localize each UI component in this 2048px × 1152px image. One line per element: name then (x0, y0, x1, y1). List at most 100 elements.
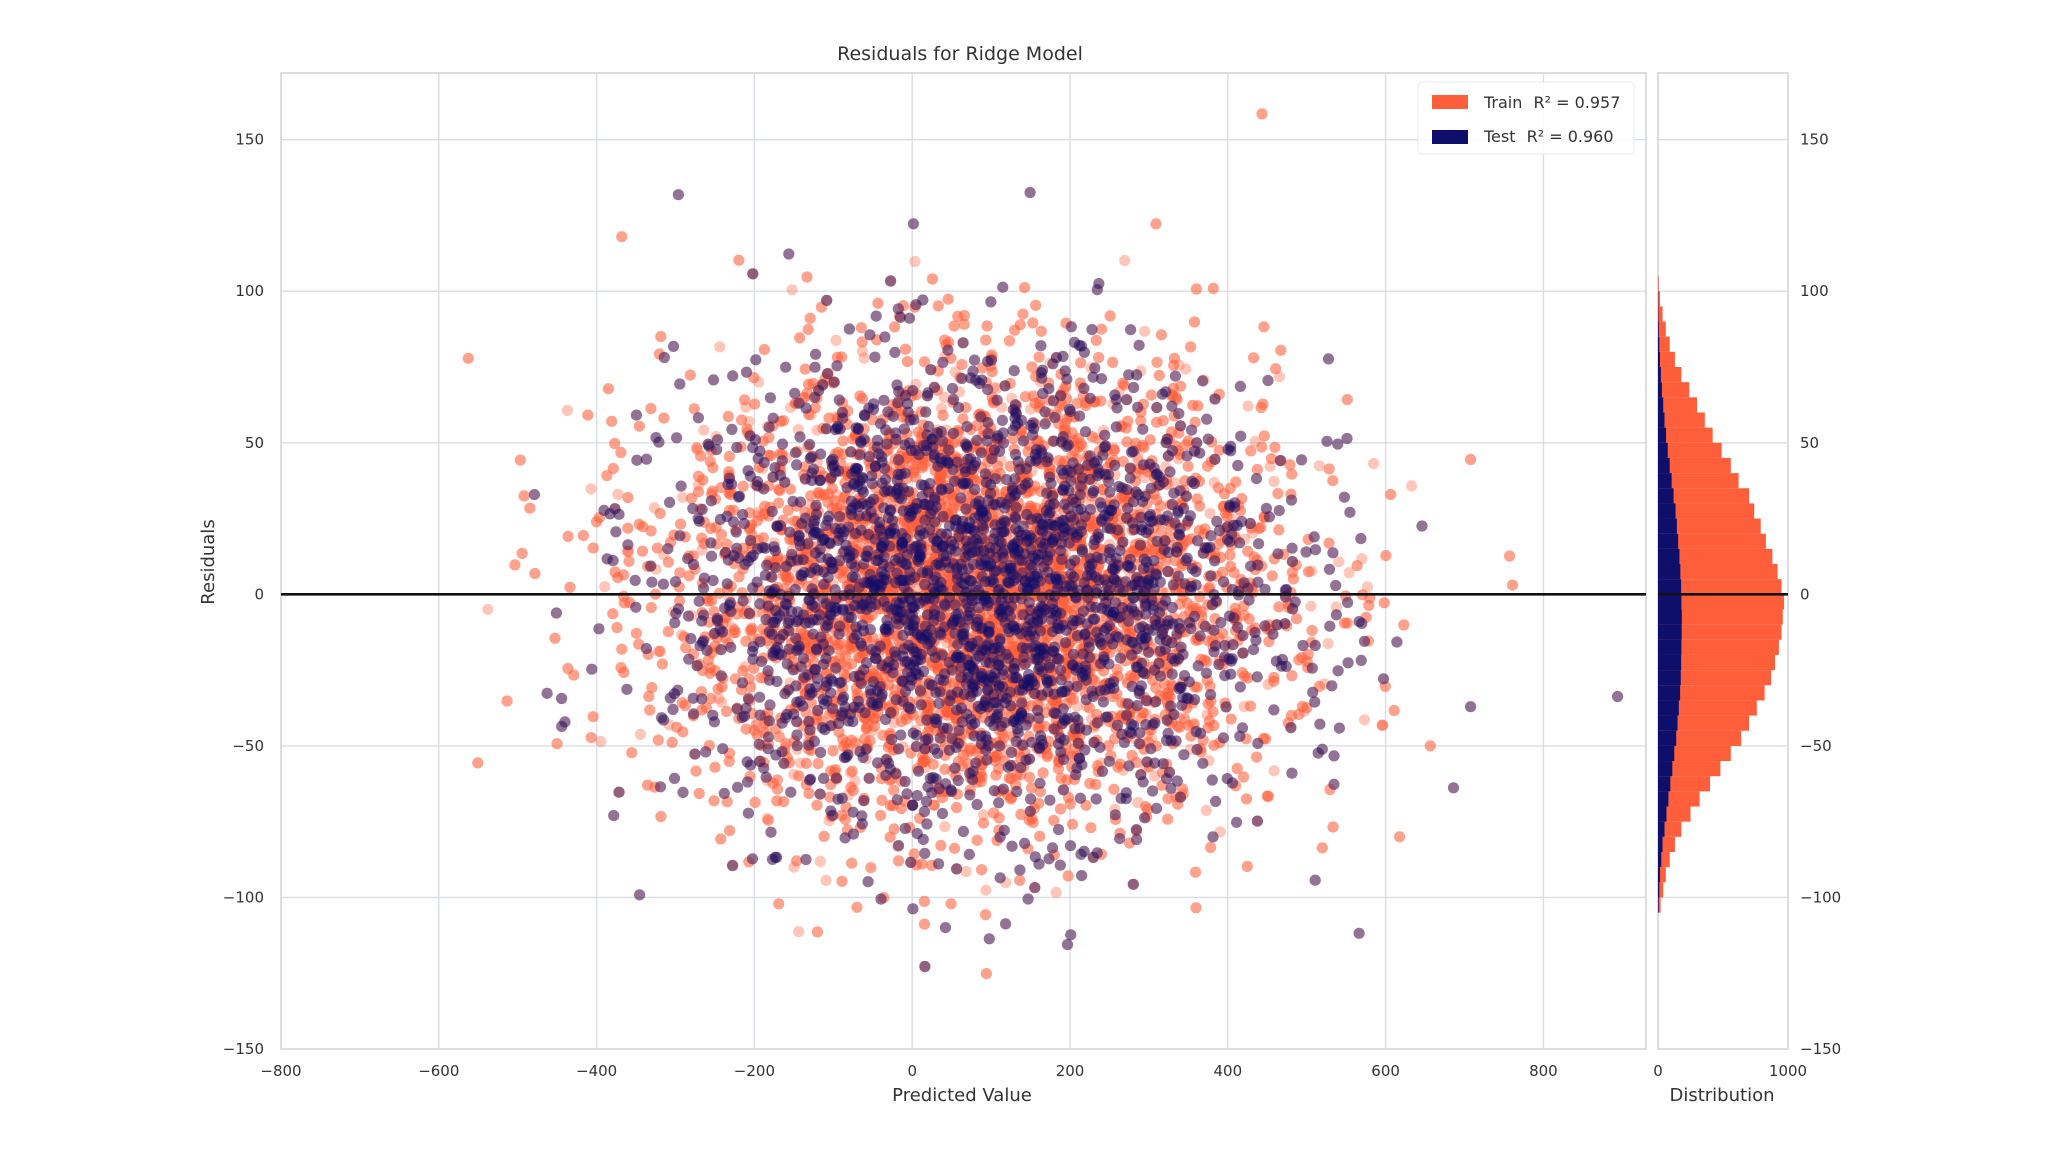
train-point (650, 563, 662, 575)
train-point (1025, 403, 1037, 415)
train-point (710, 431, 722, 443)
train-point (1050, 886, 1062, 899)
train-point (891, 405, 903, 418)
train-point (990, 583, 1002, 595)
train-point (1198, 374, 1210, 386)
train-point (1169, 477, 1181, 489)
train-point (979, 474, 991, 487)
train-point (994, 534, 1006, 547)
train-point (978, 557, 991, 570)
train-point (1092, 482, 1104, 494)
train-point (845, 547, 857, 559)
train-point (1028, 640, 1040, 653)
train-point (823, 815, 835, 827)
train-point (793, 926, 805, 938)
train-point (1109, 574, 1121, 586)
train-point (1035, 633, 1047, 645)
train-point (1070, 595, 1082, 608)
train-point (482, 603, 494, 615)
train-point (1127, 628, 1139, 640)
train-point (1298, 705, 1310, 717)
train-point (868, 501, 881, 513)
train-point (1063, 662, 1075, 674)
train-point (974, 612, 986, 624)
train-point (786, 544, 798, 556)
train-point (714, 341, 726, 353)
train-point (988, 382, 1000, 394)
train-point (978, 651, 990, 663)
train-point (805, 409, 817, 421)
train-point (919, 460, 931, 472)
train-point (1117, 764, 1129, 776)
train-point (888, 608, 900, 620)
train-point (1146, 612, 1158, 625)
train-point (901, 448, 914, 460)
train-point (788, 530, 800, 542)
train-point (908, 639, 921, 651)
train-point (788, 861, 800, 873)
train-point (799, 474, 812, 486)
train-point (595, 736, 607, 748)
train-point (1187, 603, 1199, 615)
train-point (1136, 707, 1148, 719)
train-point (784, 402, 797, 414)
train-point (872, 649, 885, 661)
train-point (1134, 614, 1146, 626)
train-point (995, 748, 1007, 760)
train-point (848, 498, 860, 510)
train-point (819, 657, 832, 670)
train-point (972, 569, 984, 581)
train-point (1164, 500, 1176, 512)
train-point (1145, 543, 1157, 556)
train-point (1051, 701, 1063, 713)
train-point (897, 741, 909, 753)
train-point (676, 629, 688, 641)
train-point (1101, 582, 1113, 595)
train-point (1204, 507, 1216, 520)
train-point (730, 627, 742, 639)
train-point (961, 749, 973, 761)
train-point (806, 516, 818, 528)
train-point (894, 481, 906, 493)
train-point (936, 688, 949, 701)
train-point (983, 740, 995, 752)
train-point (1051, 656, 1063, 668)
train-point (1015, 620, 1027, 632)
train-point (868, 457, 880, 469)
train-point (1092, 510, 1104, 522)
train-point (784, 596, 796, 608)
x-tick-label: 600 (1371, 1062, 1400, 1080)
train-point (889, 744, 901, 756)
train-point (931, 527, 943, 539)
train-point (864, 458, 877, 470)
train-point (810, 718, 822, 730)
train-point (964, 537, 976, 549)
train-point (984, 697, 997, 710)
train-point (1046, 641, 1058, 653)
train-point (1027, 484, 1039, 496)
train-point (953, 386, 966, 398)
train-point (838, 410, 851, 422)
train-point (781, 452, 793, 464)
train-point (1214, 826, 1226, 838)
train-point (860, 674, 872, 686)
train-point (756, 510, 769, 522)
train-point (760, 725, 773, 737)
train-point (1116, 610, 1128, 622)
train-point (939, 820, 951, 833)
train-point (801, 644, 813, 656)
train-point (1026, 630, 1038, 643)
train-point (847, 522, 859, 534)
train-point (938, 391, 951, 403)
train-point (1128, 615, 1140, 627)
train-point (764, 638, 776, 651)
train-point (1062, 644, 1074, 656)
train-point (1061, 605, 1073, 617)
train-point (1044, 512, 1056, 524)
train-point (792, 424, 805, 436)
train-point (760, 628, 772, 641)
train-point (949, 366, 961, 378)
train-point (1067, 662, 1079, 675)
train-point (1080, 665, 1092, 677)
train-point (965, 634, 977, 646)
